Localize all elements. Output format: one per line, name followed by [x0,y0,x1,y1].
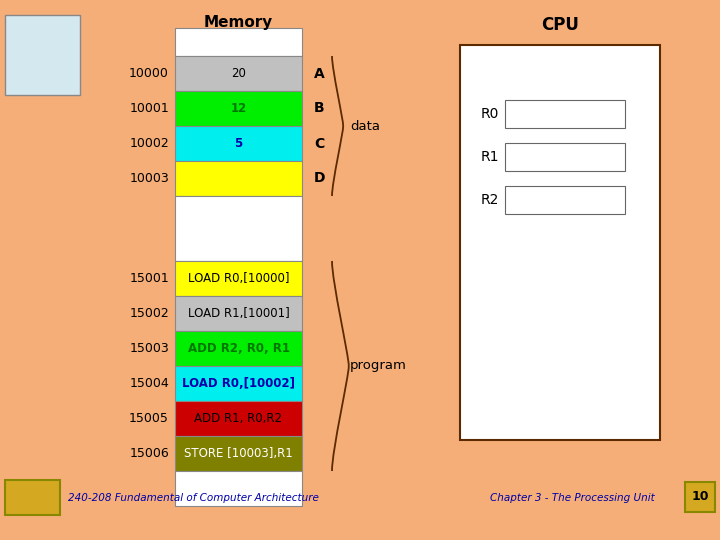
Text: ADD R1, R0,R2: ADD R1, R0,R2 [194,412,282,425]
Text: R2: R2 [481,193,499,207]
Text: Chapter 3 - The Processing Unit: Chapter 3 - The Processing Unit [490,493,654,503]
Text: 10003: 10003 [130,172,169,185]
Text: R0: R0 [481,107,499,121]
Bar [175,436,302,471]
Text: ADD R2, R0, R1: ADD R2, R0, R1 [187,342,289,355]
Text: 15005: 15005 [129,412,169,425]
Text: 15004: 15004 [130,377,169,390]
Text: CPU: CPU [541,16,579,34]
Text: 5: 5 [235,137,243,150]
Text: LOAD R0,[10002]: LOAD R0,[10002] [182,377,295,390]
Bar [505,100,625,128]
Bar [175,366,302,401]
Bar [175,331,302,366]
Bar [175,296,302,331]
Text: 15001: 15001 [130,272,169,285]
Text: 240-208 Fundamental of Computer Architecture: 240-208 Fundamental of Computer Architec… [68,493,319,503]
Bar [505,186,625,214]
Text: 10: 10 [691,490,708,503]
Text: LOAD R1,[10001]: LOAD R1,[10001] [188,307,289,320]
Text: 15002: 15002 [130,307,169,320]
Text: B: B [314,102,325,116]
Text: program: program [350,360,407,373]
Bar [5,15,80,95]
Text: 10001: 10001 [130,102,169,115]
Text: A: A [314,66,325,80]
Bar [175,196,302,261]
Bar [460,45,660,440]
Text: C: C [314,137,324,151]
Bar [175,126,302,161]
Text: LOAD R0,[10000]: LOAD R0,[10000] [188,272,289,285]
Bar [5,480,60,515]
Text: 15006: 15006 [130,447,169,460]
Bar [505,143,625,171]
Bar [175,161,302,196]
Text: 10000: 10000 [129,67,169,80]
Text: D: D [314,172,325,186]
Text: 12: 12 [230,102,247,115]
Text: data: data [350,119,380,132]
Bar [175,91,302,126]
Bar [175,261,302,296]
Text: 15003: 15003 [130,342,169,355]
Text: 20: 20 [231,67,246,80]
Bar [175,401,302,436]
Text: Memory: Memory [204,15,273,30]
Text: STORE [10003],R1: STORE [10003],R1 [184,447,293,460]
Bar [685,482,715,512]
Text: 10002: 10002 [130,137,169,150]
Bar [175,28,302,56]
Bar [175,471,302,506]
Text: R1: R1 [480,150,499,164]
Bar [175,56,302,91]
